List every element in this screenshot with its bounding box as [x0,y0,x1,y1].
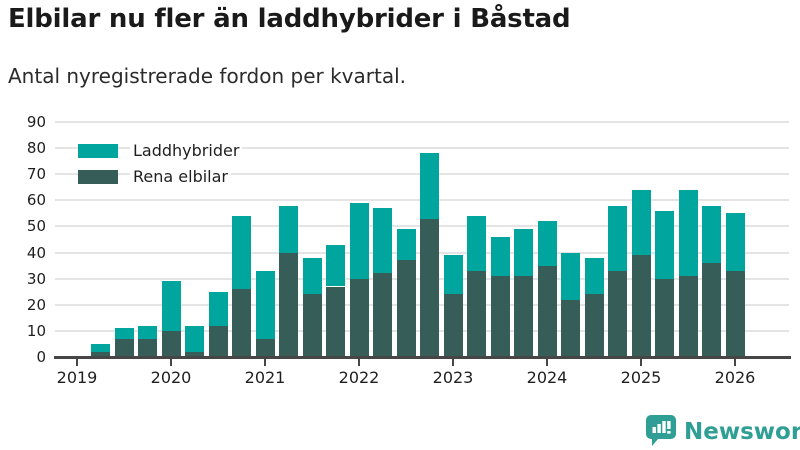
bar-segment-rena-elbilar [138,338,157,357]
x-tick-2023 [452,359,454,366]
bar-segment-laddhybrider [631,189,651,256]
bar-segment-laddhybrider [608,205,627,271]
bar-segment-rena-elbilar [467,270,486,357]
bar-segment-laddhybrider [584,257,604,295]
bar-segment-laddhybrider [279,205,298,253]
bar-segment-rena-elbilar [608,270,627,357]
bar-segment-rena-elbilar [678,276,698,357]
bar-segment-laddhybrider [232,216,251,290]
x-tick-2026 [734,359,736,366]
y-tick-label: 0 [36,348,46,366]
y-tick-label: 80 [26,139,46,158]
bar-segment-laddhybrider [702,205,721,263]
x-tick-label: 2025 [620,368,662,387]
bar-segment-rena-elbilar [655,278,674,357]
bar-segment-laddhybrider [467,216,486,271]
bar-segment-rena-elbilar [326,286,345,357]
bar-segment-laddhybrider [161,281,181,331]
legend-label-laddhybrider: Laddhybrider [130,141,243,160]
x-tick-label: 2026 [714,368,756,387]
y-tick-label: 60 [26,191,46,210]
x-tick-label: 2019 [56,368,98,387]
bar-segment-rena-elbilar [161,330,181,357]
bar-segment-laddhybrider [514,229,533,277]
bar-segment-laddhybrider [561,252,580,300]
bar-segment-laddhybrider [349,202,369,279]
chart-subtitle: Antal nyregistrerade fordon per kvartal. [8,64,407,88]
bar-segment-rena-elbilar [702,263,721,357]
bar-segment-laddhybrider [537,221,557,266]
x-tick-2020 [170,359,172,366]
bar-segment-rena-elbilar [396,260,416,357]
bar-segment-laddhybrider [255,270,275,339]
bar-segment-laddhybrider [655,210,674,279]
bar-segment-rena-elbilar [443,294,463,357]
gridline-80 [55,147,789,150]
x-tick-label: 2024 [526,368,568,387]
bar-segment-rena-elbilar [514,276,533,357]
legend-swatch-rena-elbilar [78,170,118,184]
bar-segment-laddhybrider [185,325,204,352]
bar-segment-laddhybrider [443,255,463,295]
y-tick-label: 30 [26,269,46,288]
bar-segment-laddhybrider [138,325,157,339]
x-tick-label: 2023 [432,368,474,387]
bar-segment-rena-elbilar [725,270,745,357]
y-tick-label: 90 [26,113,46,131]
bar-segment-rena-elbilar [490,276,510,357]
legend-swatch-laddhybrider [78,144,118,158]
bar-segment-rena-elbilar [255,338,275,357]
bar-segment-rena-elbilar [185,351,204,357]
y-tick-label: 70 [26,165,46,184]
gridline-90 [55,121,789,123]
page-title: Elbilar nu fler än laddhybrider i Båstad [8,4,571,34]
y-tick-label: 10 [26,321,46,340]
x-tick-2021 [264,359,266,366]
bar-segment-rena-elbilar [561,299,580,357]
bar-segment-laddhybrider [302,257,322,295]
y-tick-label: 50 [26,217,46,236]
bar-segment-laddhybrider [678,189,698,277]
bar-segment-rena-elbilar [373,273,392,357]
bar-segment-laddhybrider [326,244,345,287]
bar-segment-rena-elbilar [302,294,322,357]
y-tick-label: 40 [26,243,46,262]
legend-label-rena-elbilar: Rena elbilar [130,167,231,186]
y-tick-label: 20 [26,295,46,314]
bar-segment-laddhybrider [208,291,228,326]
bar-segment-laddhybrider [114,328,134,339]
x-tick-2025 [640,359,642,366]
bar-segment-rena-elbilar [349,278,369,357]
bar-segment-rena-elbilar [584,294,604,357]
bar-segment-laddhybrider [91,343,110,352]
x-tick-2019 [76,359,78,366]
x-tick-label: 2021 [244,368,286,387]
bar-segment-rena-elbilar [420,218,439,357]
x-tick-label: 2022 [338,368,380,387]
bar-segment-rena-elbilar [279,252,298,357]
bar-segment-laddhybrider [420,153,439,219]
bar-segment-laddhybrider [396,229,416,261]
newsworthy-logo-icon [645,414,677,450]
x-axis-line [54,356,791,359]
x-tick-label: 2020 [150,368,192,387]
bar-segment-rena-elbilar [91,351,110,357]
bar-segment-rena-elbilar [114,338,134,357]
bar-segment-rena-elbilar [232,289,251,357]
x-tick-2024 [546,359,548,366]
x-tick-2022 [358,359,360,366]
newsworthy-brand-text: Newsworthy [684,419,800,445]
bar-segment-laddhybrider [725,213,745,271]
bar-segment-laddhybrider [490,236,510,277]
bar-segment-rena-elbilar [631,255,651,357]
bar-segment-rena-elbilar [537,265,557,357]
bar-segment-rena-elbilar [208,325,228,357]
bar-segment-laddhybrider [373,208,392,274]
